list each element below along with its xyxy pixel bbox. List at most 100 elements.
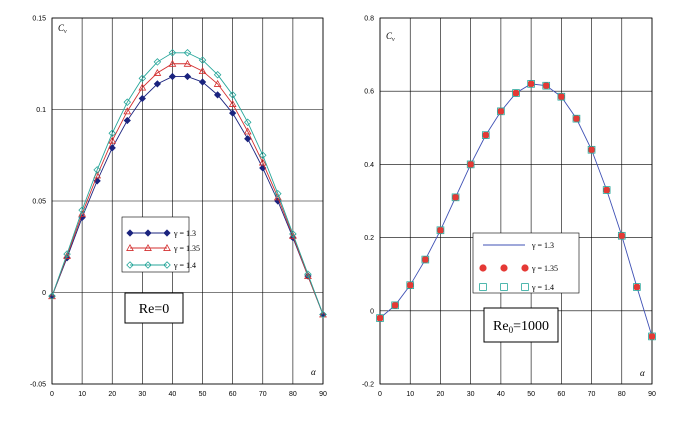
series-1 xyxy=(48,72,327,319)
y-tick-label: 0 xyxy=(370,308,374,315)
data-point xyxy=(633,283,641,291)
data-point xyxy=(244,135,252,143)
x-tick-label: 30 xyxy=(467,391,475,398)
y-tick-label: -0.2 xyxy=(362,382,374,389)
x-tick-label: 20 xyxy=(437,391,445,398)
x-tick-label: 40 xyxy=(169,391,177,398)
data-point xyxy=(648,332,656,341)
legend-label: γ = 1.3 xyxy=(173,229,196,238)
legend-marker xyxy=(144,261,152,269)
data-point xyxy=(633,283,641,291)
y-axis-label-main: C xyxy=(386,31,393,41)
data-point xyxy=(289,230,297,238)
legend-marker xyxy=(500,264,508,272)
x-tick-label: 70 xyxy=(259,391,267,398)
x-tick-label: 30 xyxy=(138,391,146,398)
y-tick-label: 0 xyxy=(42,290,46,297)
data-point xyxy=(572,114,581,123)
legend-label: γ = 1.4 xyxy=(173,261,196,270)
reynolds-label: Re0=1000 xyxy=(493,319,549,335)
data-point xyxy=(406,281,415,289)
x-tick-label: 0 xyxy=(378,391,382,398)
data-point xyxy=(138,83,147,91)
legend-marker xyxy=(144,229,152,237)
data-point xyxy=(229,109,237,117)
data-point xyxy=(153,58,162,66)
data-point xyxy=(168,72,177,81)
data-point xyxy=(451,193,460,202)
data-point xyxy=(259,151,267,160)
series-1 xyxy=(379,83,653,337)
legend-marker xyxy=(163,243,171,251)
data-point xyxy=(587,145,596,154)
reynolds-label: Re=0 xyxy=(139,302,169,317)
data-point xyxy=(587,146,596,154)
data-point xyxy=(243,118,252,127)
data-point xyxy=(138,74,147,83)
x-tick-label: 50 xyxy=(199,391,207,398)
legend-marker xyxy=(126,243,134,251)
x-tick-label: 80 xyxy=(289,391,297,398)
data-point xyxy=(512,89,520,97)
data-point xyxy=(512,89,520,97)
data-point xyxy=(168,59,177,67)
x-tick-label: 10 xyxy=(78,391,86,398)
reynolds-suffix: =1000 xyxy=(513,319,549,334)
reynolds-sub: 0 xyxy=(509,325,514,335)
x-axis-label: α xyxy=(640,368,645,378)
legend-box xyxy=(472,232,580,294)
x-tick-label: 10 xyxy=(406,391,414,398)
series-3 xyxy=(48,49,327,319)
data-point xyxy=(108,144,116,152)
series-line xyxy=(379,83,653,337)
data-point xyxy=(391,301,399,310)
y-axis-label: Cv xyxy=(58,23,67,35)
data-point xyxy=(319,310,327,318)
x-tick-label: 80 xyxy=(618,391,626,398)
series-2 xyxy=(376,80,656,341)
data-point xyxy=(557,92,566,101)
y-tick-label: 0.1 xyxy=(36,107,46,114)
data-point xyxy=(557,93,565,101)
data-point xyxy=(243,127,252,135)
data-point xyxy=(421,255,430,264)
data-point xyxy=(138,94,146,103)
reynolds-main: Re xyxy=(493,319,509,334)
data-point xyxy=(183,59,192,67)
data-point xyxy=(168,49,177,57)
legend-label: γ = 1.35 xyxy=(531,264,558,273)
data-point xyxy=(183,72,192,81)
y-axis-label-sub: v xyxy=(392,37,395,43)
plot-frame xyxy=(51,17,324,385)
x-axis-label: α xyxy=(311,367,316,377)
legend-label: γ = 1.3 xyxy=(531,241,554,250)
data-point xyxy=(93,166,101,174)
data-point xyxy=(274,189,282,198)
data-point xyxy=(123,116,131,125)
y-tick-label: 0.15 xyxy=(32,16,46,23)
data-point xyxy=(391,301,399,309)
legend-marker xyxy=(163,261,171,269)
y-tick-label: 0.2 xyxy=(364,235,374,242)
data-point xyxy=(183,49,192,57)
data-point xyxy=(228,91,237,99)
reynolds-main: Re=0 xyxy=(139,302,169,317)
legend-label: γ = 1.35 xyxy=(173,244,200,253)
plot-frame xyxy=(379,17,653,385)
data-point xyxy=(153,68,162,76)
data-point xyxy=(213,79,222,87)
data-point xyxy=(617,231,626,240)
left-chart: 0 10 20 30 40 50 60 70 80 90 -0.05 0 0.05 0.1 0.15 Cv α γ… xyxy=(30,16,327,399)
data-point xyxy=(481,131,490,139)
legend-marker xyxy=(521,264,529,272)
legend-box xyxy=(121,216,190,273)
data-point xyxy=(436,226,445,234)
data-point xyxy=(213,70,222,79)
x-tick-label: 50 xyxy=(527,391,535,398)
series-line xyxy=(51,52,324,315)
data-point xyxy=(451,193,460,201)
legend-marker xyxy=(126,229,134,237)
data-point xyxy=(198,56,207,64)
data-point xyxy=(376,314,384,322)
